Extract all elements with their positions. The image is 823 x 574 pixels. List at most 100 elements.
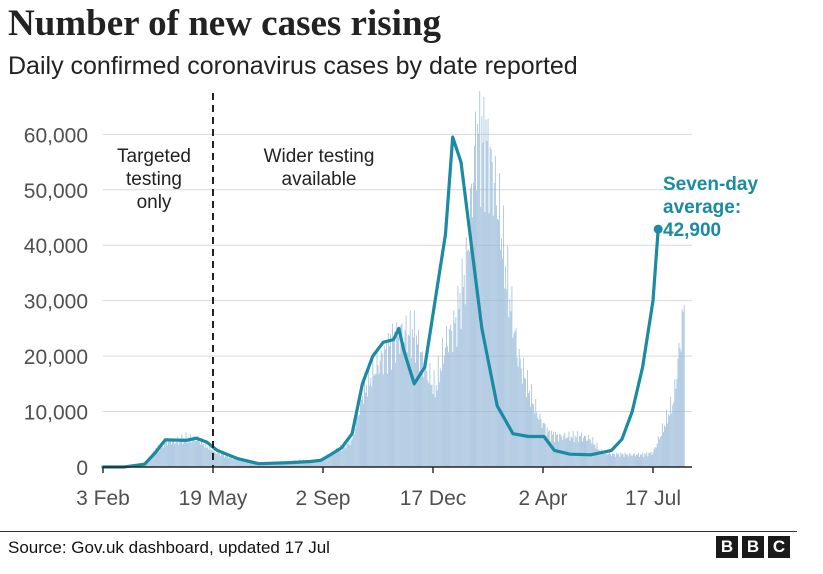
daily-case-bar [227, 455, 228, 467]
daily-case-bar [522, 357, 524, 467]
daily-case-bar [328, 453, 330, 467]
daily-case-bar [441, 337, 443, 467]
daily-case-bar [467, 249, 469, 467]
daily-case-bar [671, 413, 673, 467]
daily-case-bar [513, 333, 515, 467]
daily-case-bar [391, 369, 392, 467]
daily-case-bar [160, 444, 162, 467]
daily-case-bar [404, 330, 406, 467]
daily-case-bar [589, 438, 591, 467]
daily-case-bar [155, 447, 157, 467]
daily-case-bar [405, 315, 407, 467]
daily-case-bar [459, 293, 461, 467]
daily-case-bar [381, 353, 383, 467]
daily-case-bar [238, 458, 240, 467]
daily-case-bar [153, 450, 155, 467]
daily-case-bar [172, 440, 173, 467]
daily-case-bar [205, 440, 207, 467]
y-tick-label: 0 [76, 457, 88, 480]
chart-subtitle: Daily confirmed coronavirus cases by dat… [8, 52, 578, 80]
daily-case-bar [535, 399, 537, 467]
daily-case-bar [333, 452, 334, 467]
daily-case-bar [321, 460, 323, 467]
daily-case-bar [293, 462, 295, 467]
daily-case-bar [543, 423, 545, 467]
daily-case-bar [158, 450, 160, 467]
daily-case-bar [601, 453, 603, 467]
daily-case-bar [310, 461, 311, 467]
daily-case-bar [363, 403, 364, 467]
daily-case-bar [288, 462, 290, 467]
daily-case-bar [149, 456, 151, 467]
daily-case-bar [634, 456, 636, 467]
daily-case-bar [612, 453, 613, 467]
daily-case-bar [576, 430, 578, 467]
daily-case-bar [339, 449, 341, 467]
daily-case-bar [154, 453, 156, 467]
daily-case-bar [431, 384, 433, 467]
daily-case-bar [598, 449, 600, 467]
daily-case-bar [161, 441, 163, 467]
daily-case-bar [342, 447, 344, 467]
daily-case-bar [276, 463, 278, 467]
daily-case-bar [551, 434, 553, 467]
annotation-targeted-testing: testing [126, 169, 182, 190]
footer-divider [0, 531, 797, 532]
daily-case-bar [526, 397, 527, 467]
daily-case-bar [204, 447, 206, 467]
daily-case-bar [156, 448, 158, 467]
daily-case-bar [512, 337, 514, 467]
daily-case-bar [334, 453, 335, 467]
daily-case-bar [278, 463, 279, 467]
daily-case-bar [291, 461, 293, 467]
daily-case-bar [388, 333, 389, 467]
daily-case-bar [548, 430, 550, 467]
daily-case-bar [418, 329, 419, 467]
daily-case-bar [666, 409, 667, 467]
daily-case-bar [487, 118, 489, 467]
daily-case-bar [615, 456, 617, 467]
seven-day-average-line [101, 135, 660, 469]
daily-case-bar [660, 435, 662, 467]
daily-case-bar [447, 345, 448, 467]
daily-case-bar [336, 448, 337, 467]
daily-case-bar [274, 462, 276, 467]
daily-case-bar [436, 390, 438, 467]
daily-case-bar [340, 445, 342, 467]
daily-case-bar [263, 463, 265, 467]
annotation-wider-testing: Wider testing [264, 146, 375, 167]
seven-day-average-endpoint [653, 224, 663, 234]
daily-case-bar [164, 439, 166, 467]
daily-case-bar [655, 447, 657, 467]
daily-case-bar [623, 456, 625, 467]
daily-case-bar [272, 463, 274, 467]
daily-case-bar [147, 460, 149, 467]
daily-case-bar [280, 463, 281, 467]
daily-case-bar [669, 415, 671, 467]
daily-case-bar [409, 310, 411, 467]
daily-case-bar [440, 371, 442, 467]
daily-case-bar [429, 363, 431, 467]
daily-case-bar [347, 443, 349, 467]
daily-case-bar [605, 453, 607, 467]
daily-case-bar [244, 460, 246, 467]
daily-case-bar [621, 454, 623, 467]
daily-case-bar [640, 454, 641, 467]
daily-case-bar [282, 462, 283, 467]
daily-case-bar [248, 461, 250, 467]
daily-case-bar [202, 444, 204, 467]
daily-case-bar [348, 437, 350, 467]
daily-case-bar [463, 275, 465, 467]
daily-case-bar [411, 329, 413, 467]
daily-case-bar [379, 360, 381, 467]
daily-case-bar [296, 460, 298, 467]
daily-case-bar [420, 352, 421, 467]
daily-case-bar [460, 328, 462, 467]
daily-case-bar [384, 349, 386, 467]
daily-case-bar [680, 351, 682, 467]
daily-case-bar [246, 460, 248, 467]
daily-case-bar [493, 182, 495, 467]
daily-case-bar [407, 334, 409, 467]
daily-case-bar [664, 425, 665, 467]
daily-case-bar [150, 457, 152, 467]
